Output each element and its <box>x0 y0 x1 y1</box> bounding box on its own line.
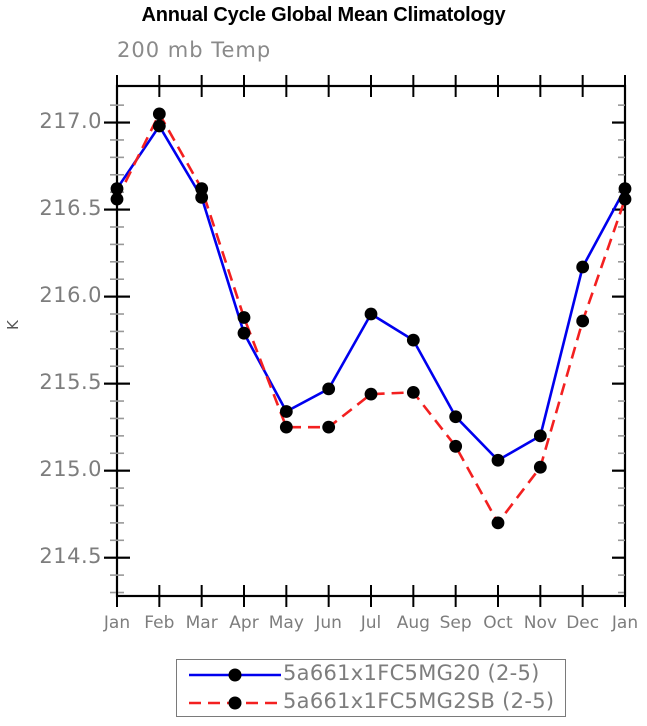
y-tick-label: 215.5 <box>39 369 102 394</box>
legend-label-series-1: 5a661x1FC5MG20 (2-5) <box>283 661 540 685</box>
x-tick-label: Jan <box>103 613 131 633</box>
axis-ticks <box>104 75 626 607</box>
y-tick-label: 215.0 <box>39 456 102 481</box>
chart-title: Annual Cycle Global Mean Climatology <box>141 4 506 26</box>
legend-item-series-1[interactable]: 5a661x1FC5MG20 (2-5) <box>177 660 567 689</box>
x-tick-label: Mar <box>185 613 218 633</box>
x-tick-label: Nov <box>523 613 557 633</box>
x-tick-label: Dec <box>566 613 600 633</box>
x-tick-label: Jun <box>315 613 342 633</box>
data-series-group <box>110 107 632 530</box>
chart-subtitle: 200 mb Temp <box>117 38 272 62</box>
y-tick-label: 216.0 <box>39 282 102 307</box>
legend-swatch-series-1 <box>189 668 281 682</box>
legend-label-series-2: 5a661x1FC5MG2SB (2-5) <box>283 689 555 713</box>
x-tick-label: Sep <box>439 613 472 633</box>
y-tick-label: 216.5 <box>39 195 102 220</box>
x-tick-label: Oct <box>483 613 513 633</box>
x-tick-label: Jan <box>611 613 639 633</box>
x-tick-label: May <box>268 613 304 633</box>
y-tick-label: 214.5 <box>39 543 102 568</box>
y-tick-label: 217.0 <box>39 108 102 133</box>
x-tick-label: Jul <box>360 613 382 633</box>
legend: 5a661x1FC5MG20 (2-5) 5a661x1FC5MG2SB (2-… <box>176 659 566 717</box>
x-tick-label: Feb <box>144 613 175 633</box>
x-tick-label: Apr <box>229 613 259 633</box>
x-tick-label: Aug <box>396 613 430 633</box>
legend-swatch-series-2 <box>189 696 281 710</box>
legend-item-series-2[interactable]: 5a661x1FC5MG2SB (2-5) <box>177 688 567 717</box>
axis-frame <box>115 84 627 598</box>
